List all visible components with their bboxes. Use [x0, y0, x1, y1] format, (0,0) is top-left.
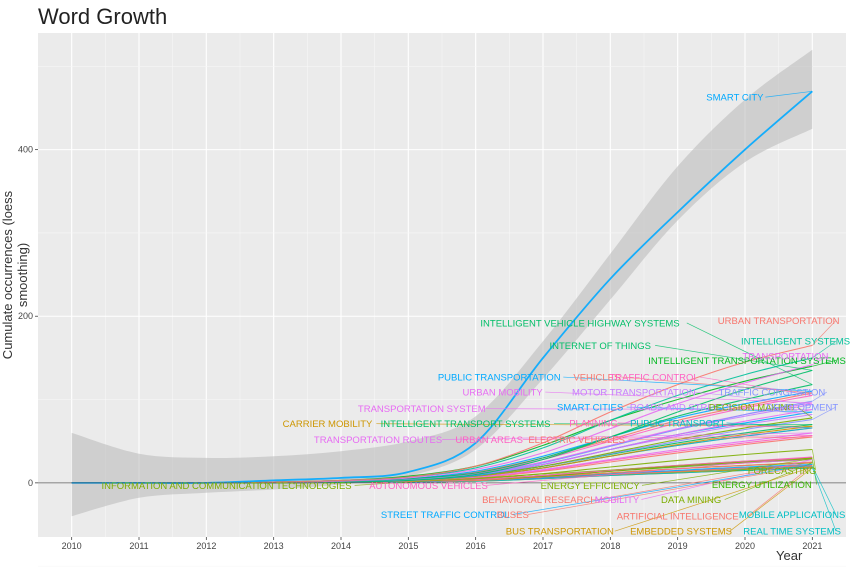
leader-smart-cities — [626, 406, 813, 413]
x-tick-label: 2015 — [398, 541, 418, 551]
label-carrier-mobility: CARRIER MOBILITY — [283, 419, 373, 430]
leader-intelligent-transport-systems — [554, 423, 813, 425]
label-mobile-applications: MOBILE APPLICATIONS — [739, 510, 845, 521]
leader-intelligent-systems — [812, 340, 837, 359]
label-real-time-systems: REAL TIME SYSTEMS — [743, 527, 841, 538]
leader-energy-utilization — [811, 459, 818, 485]
label-development: DEVELOPMENT — [766, 403, 838, 414]
label-public-transport: PUBLIC TRANSPORT — [630, 418, 725, 429]
x-tick-label: 2011 — [129, 541, 148, 551]
leader-behavioral-research — [597, 461, 813, 500]
x-tick-label: 2016 — [466, 541, 486, 551]
label-urban-areas: URBAN AREAS — [455, 435, 523, 446]
leader-traffic-congestion — [812, 391, 828, 402]
leader-intelligent-transportation-systems — [812, 360, 837, 367]
leader-energy-efficiency — [641, 458, 813, 486]
leader-bus-transportation — [614, 466, 813, 532]
label-transportation-system: TRANSPORTATION SYSTEM — [358, 404, 486, 415]
label-vehicles: VEHICLES — [573, 373, 620, 384]
label-public-transportation: PUBLIC TRANSPORTATION — [438, 373, 561, 384]
label-transportation: TRANSPORTATION — [742, 352, 828, 363]
leader-embedded-systems — [729, 467, 813, 532]
label-behavioral-research: BEHAVIORAL RESEARCH — [482, 495, 597, 506]
label-leader-lines — [354, 90, 837, 532]
leader-decision-making — [797, 406, 813, 419]
label-intelligent-transportation-systems: INTELLIGENT TRANSPORTATION SYSTEMS — [648, 356, 846, 367]
label-smart-city: SMART CITY — [706, 93, 764, 104]
leader-urban-transportation — [812, 320, 837, 346]
label-energy-efficiency: ENERGY EFFICIENCY — [541, 481, 641, 492]
label-intelligent-transport-systems: INTELLIGENT TRANSPORT SYSTEMS — [381, 419, 551, 430]
label-energy-utilization: ENERGY UTILIZATION — [712, 480, 812, 491]
confidence-band-area — [71, 49, 813, 517]
x-axis-title: Year — [776, 548, 803, 563]
x-tick-label: 2012 — [196, 541, 216, 551]
label-traffic-congestion: TRAFFIC CONGESTION — [719, 388, 826, 399]
leader-development — [812, 406, 836, 420]
leader-mobility — [641, 459, 813, 500]
x-tick-label: 2017 — [533, 541, 553, 551]
x-tick-label: 2010 — [62, 541, 82, 551]
leader-roads-and-streets — [732, 406, 813, 415]
label-internet-of-things: INTERNET OF THINGS — [549, 341, 651, 352]
leader-mobile-applications — [812, 466, 837, 515]
y-tick-label: 400 — [18, 145, 33, 155]
leader-artificial-intelligence — [747, 465, 813, 517]
x-tick-label: 2018 — [600, 541, 620, 551]
leader-traffic-control — [699, 376, 813, 396]
label-intelligent-vehicle-highway-systems: INTELLIGENT VEHICLE HIGHWAY SYSTEMS — [480, 318, 679, 329]
label-planning: PLANNING — [569, 418, 618, 429]
x-tick-label: 2019 — [668, 541, 688, 551]
label-traffic-control: TRAFFIC CONTROL — [609, 373, 698, 384]
leader-urban-areas — [522, 435, 813, 440]
leader-internet-of-things — [655, 345, 813, 371]
x-tick-label: 2013 — [264, 541, 284, 551]
label-bus-transportation: BUS TRANSPORTATION — [506, 527, 614, 538]
label-forecasting: FORECASTING — [748, 466, 817, 477]
label-information-and-communication-technologies: INFORMATION AND COMMUNICATION TECHNOLOGI… — [101, 481, 351, 492]
leader-transportation-routes — [442, 432, 813, 440]
leader-real-time-systems — [812, 467, 837, 532]
label-urban-mobility: URBAN MOBILITY — [462, 388, 543, 399]
series-labels: SMART CITY URBAN TRANSPORTATION INTELLIGEN… — [101, 93, 850, 538]
label-artificial-intelligence: ARTIFICIAL INTELLIGENCE — [617, 512, 739, 523]
leader-transportation — [812, 355, 829, 365]
leader-street-traffic-control — [512, 464, 813, 515]
label-urban-transportation: URBAN TRANSPORTATION — [718, 316, 840, 327]
leader-autonomous-vehicles — [486, 456, 813, 486]
leader-forecasting — [811, 449, 816, 471]
leader-planning — [617, 422, 813, 429]
label-electric-vehicles: ELECTRIC VEHICLES — [528, 435, 625, 446]
y-tick-label: 200 — [18, 311, 33, 321]
chart-title: Word Growth — [38, 4, 168, 29]
leader-information-and-communication-technologies — [354, 457, 813, 486]
label-motor-transportation: MOTOR TRANSPORTATION — [572, 388, 696, 399]
y-tick-label: 0 — [28, 478, 33, 488]
leader-buses — [527, 465, 813, 515]
label-buses: BUSES — [497, 510, 529, 521]
leader-smart-city — [765, 90, 813, 98]
y-axis-ticks: 0 200 400 — [18, 145, 38, 488]
leader-public-transport — [726, 422, 813, 429]
confidence-band — [71, 49, 813, 517]
leader-intelligent-vehicle-highway-systems — [686, 322, 813, 385]
label-mobility: MOBILITY — [595, 495, 640, 506]
x-tick-label: 2020 — [735, 541, 755, 551]
x-tick-label: 2021 — [802, 541, 822, 551]
leader-motor-transportation — [694, 391, 813, 405]
label-transportation-routes: TRANSPORTATION ROUTES — [314, 435, 442, 446]
leader-electric-vehicles — [628, 436, 813, 440]
label-smart-cities: SMART CITIES — [557, 403, 623, 414]
label-autonomous-vehicles: AUTONOMOUS VEHICLES — [369, 481, 488, 492]
label-embedded-systems: EMBEDDED SYSTEMS — [630, 527, 732, 538]
label-decision-making: DECISION MAKING — [709, 403, 795, 414]
label-roads-and-streets: ROADS AND STREETS — [630, 403, 732, 414]
x-axis-ticks: 2010 2011 2012 2013 2014 2015 2016 2017 2018 2019… — [62, 537, 822, 551]
x-tick-label: 2014 — [331, 541, 351, 551]
label-intelligent-systems: INTELLIGENT SYSTEMS — [741, 337, 850, 348]
label-street-traffic-control: STREET TRAFFIC CONTROL — [381, 510, 510, 521]
leader-urban-mobility — [545, 391, 813, 404]
label-data-mining: DATA MINING — [661, 495, 721, 506]
